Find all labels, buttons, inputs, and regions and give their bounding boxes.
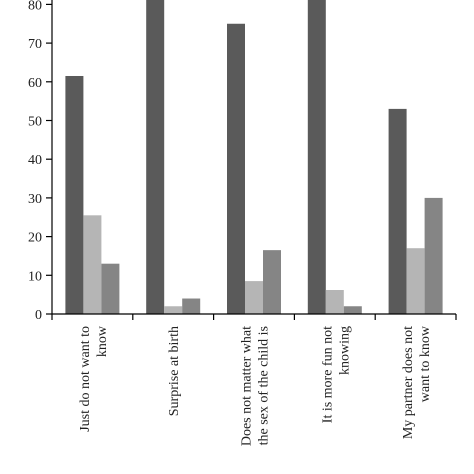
bar — [227, 23, 245, 314]
bar — [325, 290, 344, 314]
bar — [182, 298, 201, 314]
bar — [164, 306, 183, 314]
y-tick-label: 10 — [28, 269, 42, 284]
bar — [406, 248, 425, 314]
y-tick-label: 70 — [28, 37, 42, 52]
y-ticks-group: 0 10 20 30 40 50 60 70 80 — [28, 0, 52, 323]
bar — [83, 215, 102, 314]
y-tick-label: 0 — [35, 308, 42, 323]
bar — [343, 306, 362, 314]
x-category-label: Surprise at birth — [167, 326, 182, 416]
y-tick-label: 50 — [28, 115, 42, 130]
x-category-label: want to know — [418, 325, 433, 402]
bar — [388, 108, 407, 314]
bar — [146, 0, 165, 314]
bar — [101, 263, 120, 314]
bar — [263, 250, 281, 314]
bar — [245, 281, 263, 314]
y-tick-label: 30 — [28, 192, 42, 207]
y-tick-label: 20 — [28, 231, 42, 246]
y-tick-label: 60 — [28, 76, 42, 91]
x-category-label: It is more fun not — [320, 326, 335, 423]
y-tick-label: 40 — [28, 153, 42, 168]
bar — [307, 0, 326, 314]
bar — [424, 197, 443, 314]
bar — [65, 75, 84, 314]
bars-group — [65, 0, 443, 314]
x-category-label: knowing — [337, 326, 352, 375]
x-category-label: know — [95, 325, 110, 357]
x-category-label: My partner does not — [401, 326, 416, 439]
x-category-label: Just do not want to — [78, 326, 93, 432]
y-tick-label: 80 — [28, 0, 42, 13]
x-category-label: Does not matter what — [240, 326, 255, 446]
x-category-label: the sex of the child is — [257, 326, 272, 445]
x-labels-group: Just do not want to know Surprise at birth… — [78, 325, 433, 446]
axes-group — [51, 0, 457, 320]
